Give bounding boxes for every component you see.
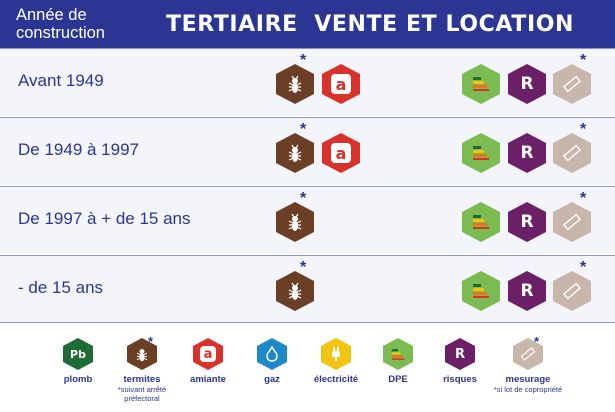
asterisk-icon: *: [580, 121, 587, 138]
mesurage-icon: [513, 338, 543, 370]
termites-icon: [276, 202, 314, 242]
dpe-icon: [462, 202, 500, 242]
mesurage-icon: [553, 133, 591, 173]
legend-label: DPE: [388, 374, 408, 385]
legend-label: plomb: [63, 374, 93, 385]
legend-label: mesurage: [505, 374, 551, 385]
amiante-icon: a: [193, 338, 223, 370]
amiante-icon: a: [322, 133, 360, 173]
termites-icon: [276, 133, 314, 173]
electricite-icon: [321, 338, 351, 370]
legend-note: *suivant arrêté préfectoral: [117, 385, 167, 403]
legend-note: *si lot de copropriété: [493, 385, 563, 394]
risques-icon: R: [508, 64, 546, 104]
page-title: TERTIAIRE VENTE ET LOCATION: [166, 12, 575, 37]
asterisk-icon: *: [300, 190, 307, 207]
dpe-icon: [462, 64, 500, 104]
legend: Pb plomb * termites *suivant arrêté préf…: [0, 330, 615, 412]
row-label: De 1997 à + de 15 ans: [18, 209, 191, 228]
amiante-icon: a: [322, 64, 360, 104]
asterisk-icon: *: [580, 190, 587, 207]
legend-label: amiante: [190, 374, 226, 385]
dpe-icon: [462, 271, 500, 311]
legend-label: gaz: [264, 374, 280, 385]
row-1997-15-ans: De 1997 à + de 15 ans * R *: [0, 186, 615, 254]
risques-icon: R: [508, 133, 546, 173]
legend-label: électricité: [313, 374, 359, 385]
dpe-icon: [462, 133, 500, 173]
plomb-icon: Pb: [63, 338, 93, 370]
year-column-label: Année de construction: [16, 6, 105, 42]
mesurage-icon: [553, 271, 591, 311]
risques-icon: R: [508, 202, 546, 242]
row-moins-15-ans: - de 15 ans * R *: [0, 255, 615, 323]
legend-item-mesurage: * mesurage *si lot de copropriété: [488, 334, 568, 394]
asterisk-icon: *: [534, 334, 540, 349]
legend-label: termites: [123, 374, 161, 385]
termites-icon: [127, 338, 157, 370]
asterisk-icon: *: [300, 121, 307, 138]
asterisk-icon: *: [580, 259, 587, 276]
row-label: - de 15 ans: [18, 278, 104, 297]
legend-item-termites: * termites *suivant arrêté préfectoral: [102, 334, 182, 403]
header-bar: Année de construction TERTIAIRE VENTE ET…: [0, 0, 615, 48]
row-label: De 1949 à 1997: [18, 140, 139, 159]
legend-item-plomb: Pb plomb: [38, 338, 118, 385]
asterisk-icon: *: [300, 52, 307, 69]
risques-icon: R: [445, 338, 475, 370]
legend-item-amiante: a amiante: [168, 338, 248, 385]
legend-item-gaz: gaz: [232, 338, 312, 385]
asterisk-icon: *: [580, 52, 587, 69]
termites-icon: [276, 271, 314, 311]
legend-item-electricite: électricité: [296, 338, 376, 385]
risques-icon: R: [508, 271, 546, 311]
row-1949-1997: De 1949 à 1997 * a R *: [0, 117, 615, 185]
gaz-icon: [257, 338, 287, 370]
legend-item-risques: R risques: [420, 338, 500, 385]
row-label: Avant 1949: [18, 71, 104, 90]
row-avant-1949: Avant 1949 * a R *: [0, 48, 615, 116]
legend-label: risques: [443, 374, 477, 385]
dpe-icon: [383, 338, 413, 370]
termites-icon: [276, 64, 314, 104]
mesurage-icon: [553, 64, 591, 104]
legend-item-dpe: DPE: [358, 338, 438, 385]
mesurage-icon: [553, 202, 591, 242]
asterisk-icon: *: [300, 259, 307, 276]
asterisk-icon: *: [148, 334, 154, 349]
